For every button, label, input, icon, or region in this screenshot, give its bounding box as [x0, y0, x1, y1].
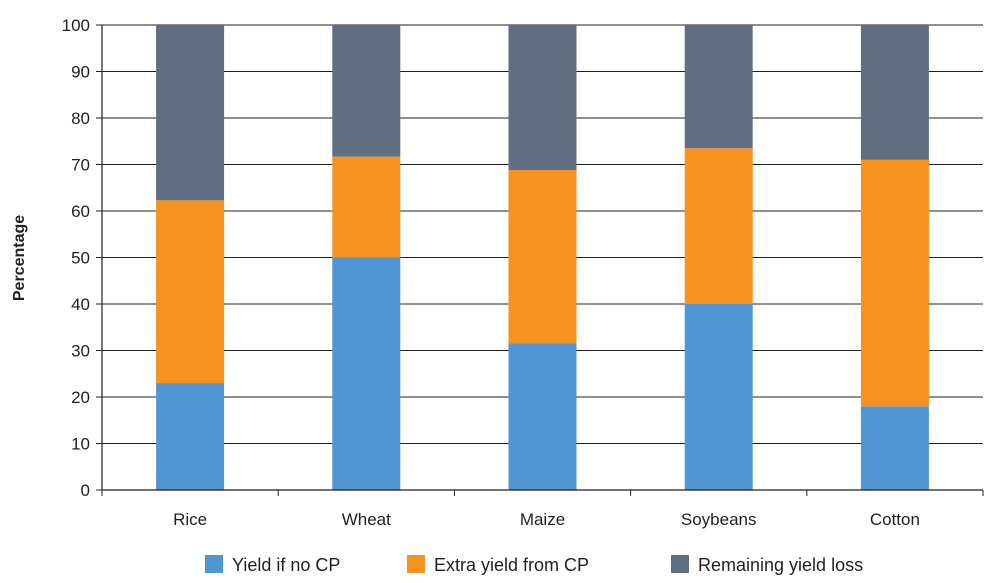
y-tick-label: 70 [71, 156, 90, 175]
legend-label: Extra yield from CP [434, 555, 589, 575]
x-category-label: Cotton [870, 510, 920, 529]
y-tick-label: 0 [81, 481, 90, 500]
bar-segment [860, 25, 929, 160]
legend: Yield if no CP Extra yield from CP Remaini… [205, 555, 863, 575]
y-axis-title: Percentage [11, 215, 28, 301]
legend-swatch [671, 555, 689, 573]
y-tick-label: 10 [71, 435, 90, 454]
x-category-label: Maize [520, 510, 565, 529]
x-category-label: Soybeans [681, 510, 757, 529]
x-category-labels: Rice Wheat Maize Soybeans Cotton [173, 510, 920, 529]
legend-swatch [407, 555, 425, 573]
bar-segment [508, 343, 577, 490]
y-tick-label: 40 [71, 295, 90, 314]
x-category-label: Rice [173, 510, 207, 529]
y-tick-label: 90 [71, 63, 90, 82]
y-tick-label: 100 [62, 16, 90, 35]
y-tick-label: 50 [71, 249, 90, 268]
bar-segment [860, 159, 929, 407]
y-tick-label: 20 [71, 388, 90, 407]
y-tick-label: 60 [71, 202, 90, 221]
bar-segment [860, 406, 929, 490]
bar-segment [684, 25, 753, 149]
bar-segment [508, 170, 577, 344]
bars [156, 25, 929, 490]
legend-swatch [205, 555, 223, 573]
legend-label: Yield if no CP [232, 555, 340, 575]
bar-segment [332, 156, 401, 258]
bar-segment [684, 304, 753, 490]
bar-segment [332, 257, 401, 490]
y-tick-labels: 0 10 20 30 40 50 60 70 80 90 100 [62, 16, 102, 500]
bar-segment [508, 25, 577, 171]
bar-segment [156, 25, 225, 201]
bar-segment [156, 383, 225, 490]
x-category-label: Wheat [342, 510, 391, 529]
bar-segment [332, 25, 401, 157]
y-tick-label: 80 [71, 109, 90, 128]
bar-segment [156, 200, 225, 384]
legend-label: Remaining yield loss [698, 555, 863, 575]
bar-segment [684, 148, 753, 304]
y-tick-label: 30 [71, 342, 90, 361]
